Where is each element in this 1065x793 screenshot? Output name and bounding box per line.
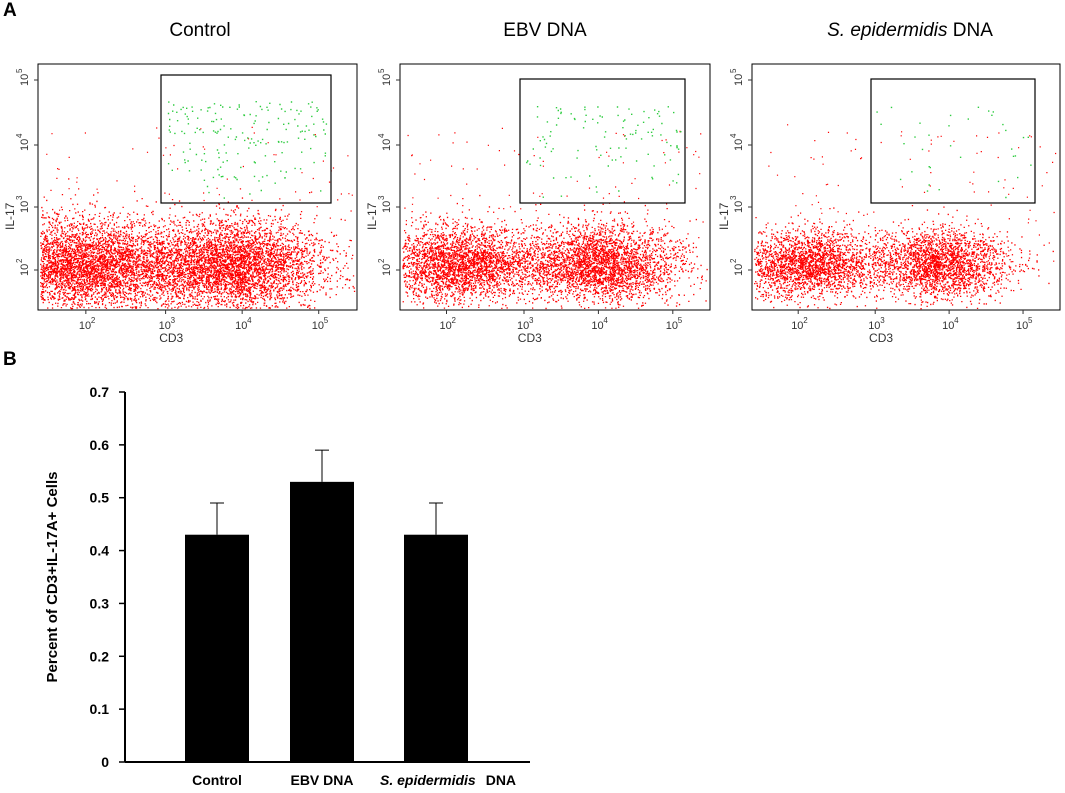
x-tick-label: 10 [159, 320, 171, 332]
x-tick-label: 10 [1016, 320, 1028, 332]
bar-y-tick-label: 0 [101, 754, 109, 770]
bar-category-italic: S. epidermidis [380, 772, 476, 788]
y-tick-label: 10 [381, 201, 393, 213]
y-tick-exponent: 5 [729, 68, 738, 73]
x-tick-exponent: 5 [1028, 316, 1033, 325]
y-tick-label: 10 [381, 264, 393, 276]
bar-y-tick-label: 0.7 [90, 384, 110, 400]
bar-y-tick-label: 0.1 [90, 701, 110, 717]
y-tick-label: 10 [733, 74, 745, 86]
gate-box [160, 74, 332, 204]
x-tick-exponent: 3 [880, 316, 885, 325]
panel-label-a: A [3, 0, 17, 21]
gate-box [519, 78, 686, 204]
y-tick-label: 10 [733, 264, 745, 276]
bar-2 [290, 481, 354, 762]
x-tick-label: 10 [79, 320, 91, 332]
x-tick-label: 10 [666, 320, 678, 332]
x-tick-exponent: 2 [803, 316, 808, 325]
x-tick-exponent: 3 [529, 316, 534, 325]
y-tick-exponent: 5 [15, 68, 24, 73]
bar-y-tick-label: 0.5 [90, 490, 110, 506]
x-tick-exponent: 4 [247, 316, 252, 325]
y-axis-label: IL-17 [365, 202, 379, 230]
gated-green-events [167, 101, 328, 199]
x-axis-label: CD3 [518, 331, 542, 345]
flow-plot-frame [399, 63, 711, 311]
bar-category-label: Control [192, 772, 242, 788]
x-tick-label: 10 [312, 320, 324, 332]
x-tick-exponent: 2 [91, 316, 96, 325]
gate-box [870, 78, 1036, 204]
y-axis-label: IL-17 [3, 202, 17, 230]
bar-category-label: S. epidermidis DNA [380, 772, 516, 788]
panel-label-b: B [3, 349, 17, 370]
red-event-population [402, 127, 708, 310]
x-tick-label: 10 [440, 320, 452, 332]
bar-y-tick-label: 0.3 [90, 595, 110, 611]
x-tick-exponent: 4 [603, 316, 608, 325]
y-tick-exponent: 5 [377, 68, 386, 73]
y-tick-label: 10 [733, 201, 745, 213]
y-tick-label: 10 [381, 139, 393, 151]
bar-category-label: EBV DNA [290, 772, 353, 788]
x-tick-exponent: 2 [452, 316, 457, 325]
bar-y-tick-label: 0.6 [90, 437, 110, 453]
y-tick-exponent: 2 [729, 258, 738, 263]
y-tick-exponent: 2 [377, 258, 386, 263]
y-tick-exponent: 2 [15, 258, 24, 263]
y-tick-label: 10 [381, 74, 393, 86]
y-tick-exponent: 4 [729, 133, 738, 138]
y-tick-label: 10 [19, 139, 31, 151]
bar-y-tick-label: 0.2 [90, 648, 110, 664]
y-tick-exponent: 4 [377, 133, 386, 138]
x-axis-label: CD3 [869, 331, 893, 345]
flow-title-sepi-italic: S. epidermidis [827, 20, 948, 41]
x-tick-label: 10 [868, 320, 880, 332]
y-axis-label: IL-17 [717, 202, 731, 230]
y-tick-exponent: 3 [15, 195, 24, 200]
y-tick-label: 10 [19, 74, 31, 86]
bar-y-axis-label: Percent of CD3+IL-17A+ Cells [44, 472, 61, 683]
flow-title-sepi-rest: DNA [947, 20, 993, 41]
bar-category-rest: DNA [486, 772, 516, 788]
y-tick-label: 10 [19, 201, 31, 213]
x-tick-label: 10 [791, 320, 803, 332]
bar-y-tick-label: 0.4 [90, 543, 110, 559]
y-tick-label: 10 [733, 139, 745, 151]
bar-1 [185, 534, 249, 762]
flow-title-sepi: S. epidermidis DNA [810, 20, 1010, 42]
x-tick-exponent: 4 [954, 316, 959, 325]
y-tick-exponent: 3 [729, 195, 738, 200]
x-tick-exponent: 3 [171, 316, 176, 325]
x-axis-label: CD3 [159, 331, 183, 345]
bar-3 [404, 534, 468, 762]
gated-green-events [526, 106, 682, 198]
x-tick-label: 10 [235, 320, 247, 332]
x-tick-label: 10 [942, 320, 954, 332]
flow-plot-frame [751, 63, 1061, 311]
x-tick-label: 10 [591, 320, 603, 332]
x-tick-label: 10 [517, 320, 529, 332]
x-tick-exponent: 5 [324, 316, 329, 325]
red-event-population [40, 126, 356, 310]
y-tick-exponent: 3 [377, 195, 386, 200]
red-event-population [754, 124, 1057, 310]
y-tick-exponent: 4 [15, 133, 24, 138]
flow-plot-frame [37, 63, 358, 311]
x-tick-exponent: 5 [678, 316, 683, 325]
gated-green-events [876, 106, 1032, 199]
flow-title-control: Control [169, 20, 231, 41]
flow-title-ebv: EBV DNA [503, 20, 587, 41]
y-tick-label: 10 [19, 264, 31, 276]
